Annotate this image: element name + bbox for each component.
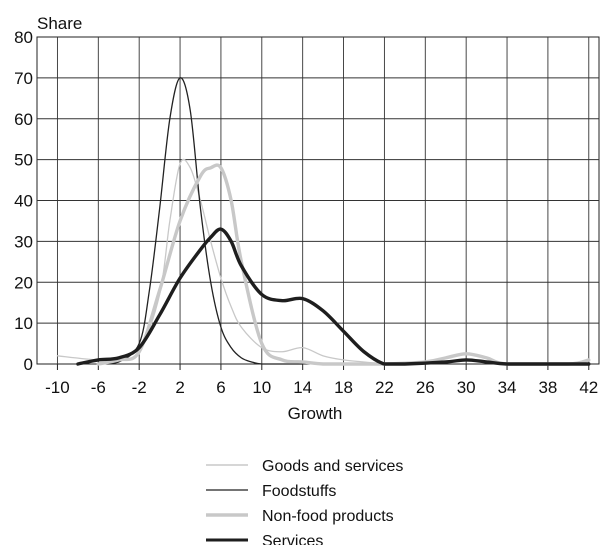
y-tick-label: 60 bbox=[14, 110, 33, 129]
x-tick-label: -10 bbox=[45, 378, 70, 397]
y-tick-label: 80 bbox=[14, 28, 33, 47]
y-tick-label: 0 bbox=[24, 355, 33, 374]
x-tick-label: 10 bbox=[252, 378, 271, 397]
x-tick-label: 30 bbox=[457, 378, 476, 397]
y-tick-label: 20 bbox=[14, 273, 33, 292]
series-line-foodstuffs bbox=[97, 77, 304, 365]
x-tick-label: 38 bbox=[538, 378, 557, 397]
legend-item-services: Services bbox=[206, 533, 323, 545]
x-tick-label: 22 bbox=[375, 378, 394, 397]
grid bbox=[37, 37, 599, 364]
x-tick-label: 18 bbox=[334, 378, 353, 397]
legend: Goods and services Foodstuffs Non-food p… bbox=[206, 458, 403, 545]
y-axis-label: Share bbox=[37, 14, 82, 33]
x-tick-label: 14 bbox=[293, 378, 312, 397]
y-tick-label: 70 bbox=[14, 69, 33, 88]
x-tick-label: 6 bbox=[216, 378, 225, 397]
x-tick-label: 26 bbox=[416, 378, 435, 397]
legend-label-non-food-products: Non-food products bbox=[262, 508, 394, 525]
legend-item-goods-and-services: Goods and services bbox=[206, 458, 403, 475]
y-tick-label: 40 bbox=[14, 192, 33, 211]
x-tick-label: -6 bbox=[91, 378, 106, 397]
x-tick-label: -2 bbox=[132, 378, 147, 397]
legend-label-foodstuffs: Foodstuffs bbox=[262, 483, 336, 500]
series-line-non-food-products bbox=[96, 163, 591, 366]
x-tick-label: 34 bbox=[498, 378, 517, 397]
series-line-services bbox=[76, 227, 591, 366]
legend-label-goods-and-services: Goods and services bbox=[262, 458, 403, 475]
legend-item-foodstuffs: Foodstuffs bbox=[206, 483, 336, 500]
y-axis-ticks: 0 10 20 30 40 50 60 70 80 bbox=[14, 28, 33, 374]
x-axis-ticks: -10 -6 -2 2 6 10 14 18 22 26 30 34 38 42 bbox=[45, 364, 598, 397]
series-lines bbox=[56, 77, 591, 366]
legend-item-non-food-products: Non-food products bbox=[206, 508, 394, 525]
y-tick-label: 50 bbox=[14, 151, 33, 170]
y-tick-label: 30 bbox=[14, 232, 33, 251]
x-axis-label: Growth bbox=[288, 404, 343, 423]
x-tick-label: 42 bbox=[579, 378, 598, 397]
x-tick-label: 2 bbox=[175, 378, 184, 397]
y-tick-label: 10 bbox=[14, 314, 33, 333]
legend-label-services: Services bbox=[262, 533, 323, 545]
